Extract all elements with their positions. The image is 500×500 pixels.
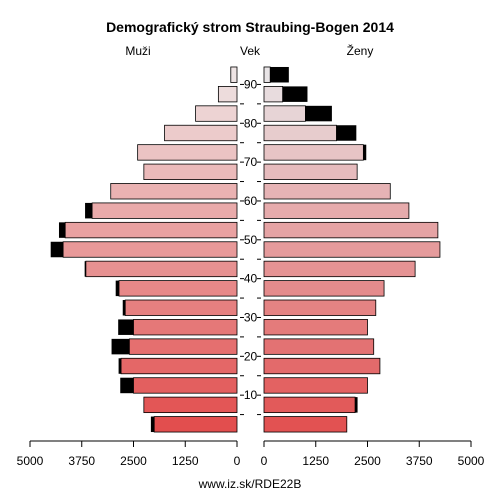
female-bar-20-24	[263, 338, 375, 355]
female-bar-40-44	[263, 260, 416, 278]
male-bar-20-24	[128, 338, 238, 355]
left-x-tick-label: 5000	[17, 454, 44, 468]
right-series-label: Ženy	[347, 43, 374, 58]
female-bar-70-74	[263, 144, 364, 161]
male-excess-0-4	[150, 416, 155, 433]
age-label: 50	[244, 233, 258, 247]
male-bar-50-54	[64, 221, 238, 239]
male-excess-15-19	[118, 358, 122, 374]
female-bar-10-14	[263, 377, 368, 394]
male-bar-75-79	[164, 124, 238, 142]
left-x-tick-label: 3750	[68, 454, 95, 468]
male-excess-45-49	[50, 241, 64, 258]
female-bar-85-89	[263, 86, 284, 103]
male-bar-70-74	[137, 144, 238, 161]
female-bar-75-79	[263, 124, 337, 142]
male-excess-25-29	[118, 319, 134, 335]
female-bar-65-69	[263, 163, 358, 180]
male-excess-50-54	[58, 222, 66, 238]
female-excess-70-74	[363, 144, 367, 161]
male-bar-45-49	[62, 241, 238, 258]
age-label: 70	[244, 155, 258, 169]
age-label: 90	[244, 77, 258, 91]
age-label: 20	[244, 349, 258, 363]
age-label: 10	[244, 388, 258, 402]
female-bar-80-84	[263, 105, 306, 122]
center-axis-label: Vek	[240, 44, 261, 58]
male-bar-10-14	[133, 377, 238, 394]
female-bars	[263, 66, 441, 433]
male-bar-55-59	[91, 202, 238, 219]
male-excess-20-24	[111, 338, 130, 355]
population-axes: 5000 3750 2500 1250 0 0 1250 2500 3750 5000	[17, 440, 485, 468]
male-excess-30-34	[122, 300, 126, 316]
female-bar-0-4	[263, 416, 348, 433]
footer-url: www.iz.sk/RDE22B	[198, 477, 302, 491]
male-bar-60-64	[110, 183, 238, 200]
female-bar-60-64	[263, 183, 391, 200]
female-bar-5-9	[263, 396, 356, 414]
female-bar-30-34	[263, 299, 377, 316]
female-excess-90+	[270, 66, 289, 83]
female-excess-80-84	[305, 105, 332, 122]
female-bar-25-29	[263, 319, 368, 336]
age-label: 60	[244, 194, 258, 208]
female-excess-5-9	[355, 397, 358, 413]
right-x-tick-label: 0	[261, 454, 268, 468]
female-bar-35-39	[263, 280, 385, 297]
male-bars	[50, 66, 238, 433]
female-bar-50-54	[263, 221, 439, 239]
right-x-tick-label: 3750	[406, 454, 433, 468]
female-excess-85-89	[282, 86, 308, 102]
chart-title: Demografický strom Straubing-Bogen 2014	[106, 19, 394, 35]
left-series-label: Muži	[125, 44, 150, 58]
male-bar-15-19	[120, 357, 238, 375]
female-excess-75-79	[336, 125, 357, 141]
male-excess-10-14	[120, 377, 134, 394]
female-bar-90+	[263, 66, 271, 83]
left-x-tick-label: 2500	[120, 454, 147, 468]
male-bar-35-39	[118, 280, 238, 297]
male-bar-90+	[230, 66, 238, 83]
male-excess-40-44	[84, 261, 86, 277]
right-x-tick-label: 1250	[302, 454, 329, 468]
right-x-tick-label: 2500	[354, 454, 381, 468]
age-label: 80	[244, 116, 258, 130]
left-x-tick-label: 0	[234, 454, 241, 468]
female-bar-45-49	[263, 241, 441, 258]
male-excess-55-59	[85, 202, 93, 219]
female-bar-15-19	[263, 357, 381, 375]
male-excess-35-39	[115, 280, 120, 297]
male-bar-25-29	[133, 319, 238, 336]
male-bar-40-44	[85, 260, 238, 278]
male-bar-65-69	[143, 163, 238, 180]
age-axis: 10 20 30 40 50 60 70 80 90	[240, 77, 261, 416]
male-bar-5-9	[143, 396, 238, 414]
right-x-tick-label: 5000	[458, 454, 485, 468]
left-x-tick-label: 1250	[172, 454, 199, 468]
male-bar-0-4	[153, 416, 238, 433]
male-bar-30-34	[124, 299, 238, 316]
male-bar-80-84	[195, 105, 238, 122]
age-label: 30	[244, 310, 258, 324]
age-label: 40	[244, 272, 258, 286]
male-bar-85-89	[217, 86, 238, 103]
female-bar-55-59	[263, 202, 410, 219]
